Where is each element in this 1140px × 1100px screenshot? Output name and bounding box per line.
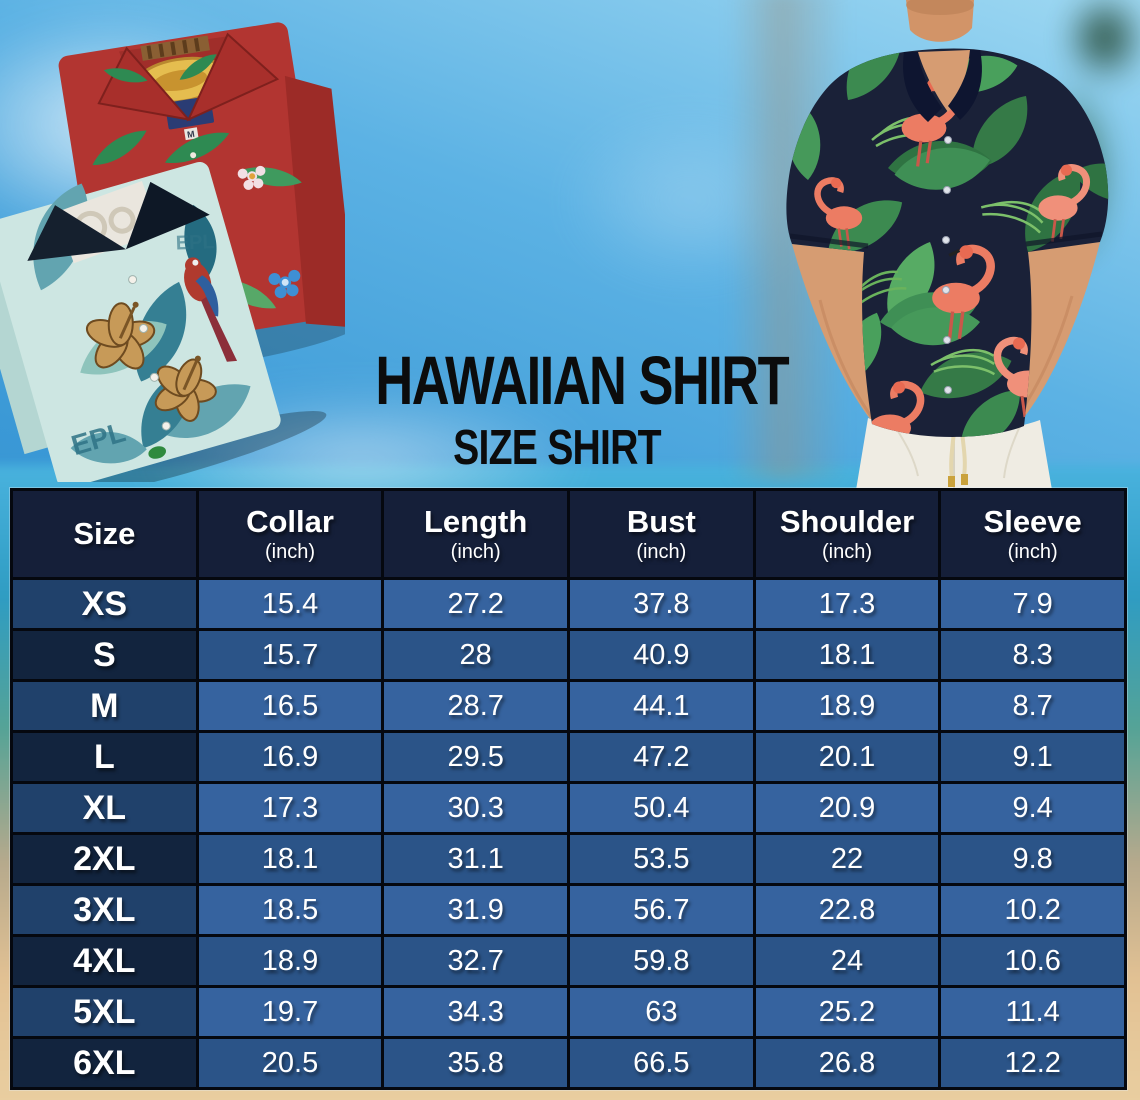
value-cell: 28 bbox=[384, 631, 567, 679]
cloud-decor bbox=[560, 110, 820, 290]
size-cell: XS bbox=[13, 580, 196, 628]
bird-print bbox=[148, 446, 167, 459]
value-cell: 9.8 bbox=[941, 835, 1124, 883]
value-cell: 40.9 bbox=[570, 631, 753, 679]
button-row bbox=[128, 275, 171, 431]
value-cell: 15.4 bbox=[198, 580, 382, 628]
value-cell: 18.5 bbox=[198, 886, 382, 934]
size-cell: 6XL bbox=[13, 1039, 196, 1087]
value-cell: 20.9 bbox=[755, 784, 939, 832]
value-cell: 17.3 bbox=[755, 580, 939, 628]
model-neck bbox=[906, 0, 974, 42]
title-line-1: HAWAIIAN SHIRT bbox=[375, 342, 789, 419]
model-photo bbox=[786, 0, 1109, 490]
value-cell: 29.5 bbox=[384, 733, 567, 781]
value-cell: 18.9 bbox=[755, 682, 939, 730]
size-cell: M bbox=[13, 682, 196, 730]
value-cell: 9.4 bbox=[941, 784, 1124, 832]
print-letters: EPL bbox=[175, 231, 215, 254]
size-cell: 5XL bbox=[13, 988, 196, 1036]
header-cell: Collar (inch) bbox=[198, 491, 382, 577]
title-line-2: SIZE SHIRT bbox=[453, 421, 661, 475]
size-cell: L bbox=[13, 733, 196, 781]
value-cell: 56.7 bbox=[570, 886, 753, 934]
size-cell: S bbox=[13, 631, 196, 679]
value-cell: 19.7 bbox=[198, 988, 382, 1036]
size-cell: XL bbox=[13, 784, 196, 832]
flamingo-shirt bbox=[786, 48, 1109, 437]
header-cell: Length (inch) bbox=[384, 491, 567, 577]
value-cell: 18.1 bbox=[755, 631, 939, 679]
value-cell: 16.9 bbox=[198, 733, 382, 781]
value-cell: 35.8 bbox=[384, 1039, 567, 1087]
value-cell: 44.1 bbox=[570, 682, 753, 730]
value-cell: 7.9 bbox=[941, 580, 1124, 628]
value-cell: 15.7 bbox=[198, 631, 382, 679]
value-cell: 26.8 bbox=[755, 1039, 939, 1087]
header-cell: Shoulder (inch) bbox=[755, 491, 939, 577]
value-cell: 53.5 bbox=[570, 835, 753, 883]
value-cell: 47.2 bbox=[570, 733, 753, 781]
shirt-size-tag: M bbox=[186, 129, 195, 140]
hibiscus-print bbox=[85, 301, 217, 422]
size-cell: 3XL bbox=[13, 886, 196, 934]
button-placket bbox=[942, 136, 952, 394]
size-cell: 2XL bbox=[13, 835, 196, 883]
value-cell: 9.1 bbox=[941, 733, 1124, 781]
value-cell: 10.6 bbox=[941, 937, 1124, 985]
value-cell: 8.3 bbox=[941, 631, 1124, 679]
folded-shirts-photo: M bbox=[0, 22, 345, 482]
parrot-print bbox=[184, 257, 238, 362]
value-cell: 20.5 bbox=[198, 1039, 382, 1087]
value-cell: 10.2 bbox=[941, 886, 1124, 934]
size-cell: 4XL bbox=[13, 937, 196, 985]
value-cell: 8.7 bbox=[941, 682, 1124, 730]
poster-title: HAWAIIAN SHIRT SIZE SHIRT bbox=[318, 346, 796, 473]
value-cell: 20.1 bbox=[755, 733, 939, 781]
value-cell: 63 bbox=[570, 988, 753, 1036]
value-cell: 17.3 bbox=[198, 784, 382, 832]
value-cell: 18.9 bbox=[198, 937, 382, 985]
value-cell: 31.9 bbox=[384, 886, 567, 934]
header-cell: Sleeve (inch) bbox=[941, 491, 1124, 577]
size-table: Size Collar (inch) Length (inch) Bust (inch) Sh… bbox=[10, 488, 1127, 1090]
value-cell: 30.3 bbox=[384, 784, 567, 832]
value-cell: 31.1 bbox=[384, 835, 567, 883]
header-cell: Size bbox=[13, 491, 196, 577]
value-cell: 12.2 bbox=[941, 1039, 1124, 1087]
value-cell: 50.4 bbox=[570, 784, 753, 832]
value-cell: 22 bbox=[755, 835, 939, 883]
value-cell: 66.5 bbox=[570, 1039, 753, 1087]
value-cell: 22.8 bbox=[755, 886, 939, 934]
value-cell: 32.7 bbox=[384, 937, 567, 985]
value-cell: 59.8 bbox=[570, 937, 753, 985]
teal-hawaiian-shirt: EPL EPL bbox=[0, 161, 327, 482]
value-cell: 27.2 bbox=[384, 580, 567, 628]
value-cell: 28.7 bbox=[384, 682, 567, 730]
value-cell: 16.5 bbox=[198, 682, 382, 730]
value-cell: 11.4 bbox=[941, 988, 1124, 1036]
model-pants bbox=[856, 418, 1052, 490]
value-cell: 25.2 bbox=[755, 988, 939, 1036]
value-cell: 37.8 bbox=[570, 580, 753, 628]
value-cell: 24 bbox=[755, 937, 939, 985]
header-cell: Bust (inch) bbox=[570, 491, 753, 577]
value-cell: 34.3 bbox=[384, 988, 567, 1036]
value-cell: 18.1 bbox=[198, 835, 382, 883]
